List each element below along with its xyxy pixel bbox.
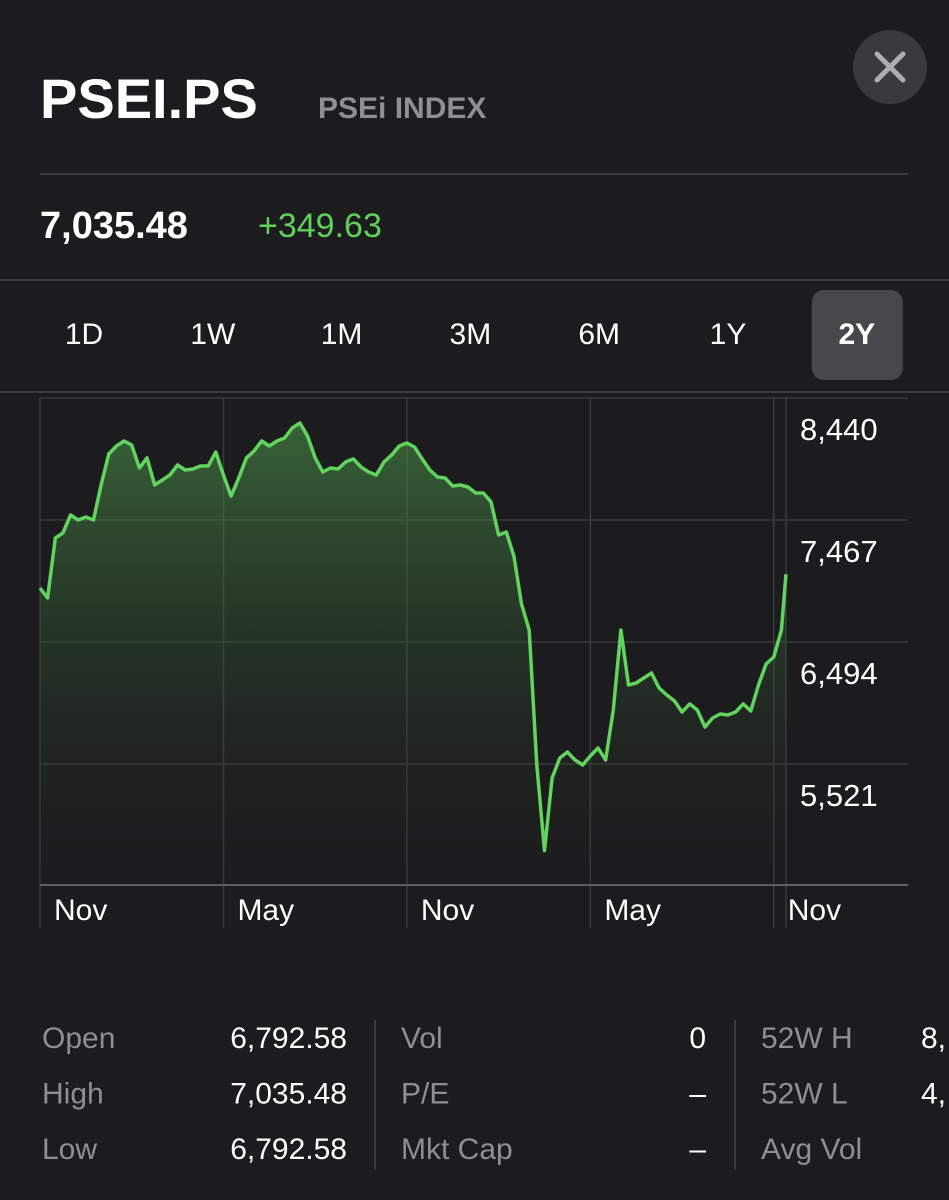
range-tab[interactable]: 1Y bbox=[710, 318, 747, 351]
stat-label: Low bbox=[42, 1133, 97, 1166]
y-tick-label: 5,521 bbox=[800, 778, 878, 813]
range-tabs: 1D 1W 1M 3M 6M 1Y 2Y bbox=[65, 290, 903, 380]
area-fill bbox=[40, 423, 786, 885]
stat-value: – bbox=[689, 1077, 706, 1110]
range-tab[interactable]: 6M bbox=[578, 318, 620, 351]
x-tick-label: Nov bbox=[788, 894, 841, 927]
stat-value: – bbox=[689, 1133, 706, 1166]
price-line bbox=[38, 421, 788, 853]
range-tab[interactable]: 1W bbox=[190, 318, 236, 351]
stat-label: Vol bbox=[401, 1022, 443, 1055]
stat-label: 52W H bbox=[761, 1022, 853, 1055]
range-tab[interactable]: 3M bbox=[450, 318, 492, 351]
stat-label: P/E bbox=[401, 1077, 449, 1110]
symbol: PSEI.PS bbox=[40, 67, 258, 130]
stat-label: Open bbox=[42, 1022, 115, 1055]
stat-label: Mkt Cap bbox=[401, 1133, 513, 1166]
index-name: PSEi INDEX bbox=[318, 92, 486, 125]
x-tick-label: May bbox=[237, 894, 294, 927]
change: +349.63 bbox=[258, 207, 382, 245]
range-tab[interactable]: 1D bbox=[65, 318, 103, 351]
y-tick-label: 6,494 bbox=[800, 656, 878, 691]
stat-value: 4, bbox=[921, 1077, 946, 1110]
stat-label: High bbox=[42, 1077, 104, 1110]
selected-tab-bg[interactable] bbox=[811, 290, 903, 380]
stat-value: 8, bbox=[921, 1022, 946, 1055]
range-tab[interactable]: 2Y bbox=[838, 318, 875, 351]
range-tab[interactable]: 1M bbox=[321, 318, 363, 351]
x-tick-label: May bbox=[604, 894, 661, 927]
stats: Open 6,792.58 High 7,035.48 Low 6,792.58 Vol 0 P… bbox=[42, 1020, 946, 1170]
stat-value: 6,792.58 bbox=[230, 1133, 347, 1166]
y-tick-label: 8,440 bbox=[800, 412, 878, 447]
stat-label: 52W L bbox=[761, 1077, 848, 1110]
price: 7,035.48 bbox=[40, 205, 188, 247]
x-tick-label: Nov bbox=[54, 894, 107, 927]
y-tick-label: 7,467 bbox=[800, 534, 878, 569]
chart: 8,440 7,467 6,494 5,521 Nov May Nov May Nov bbox=[38, 397, 908, 928]
close-button[interactable] bbox=[853, 30, 927, 104]
x-tick-label: Nov bbox=[421, 894, 474, 927]
stat-label: Avg Vol bbox=[761, 1133, 862, 1166]
stat-value: 7,035.48 bbox=[230, 1077, 347, 1110]
close-icon[interactable] bbox=[874, 51, 906, 83]
stat-value: 6,792.58 bbox=[230, 1022, 347, 1055]
stat-value: 0 bbox=[689, 1022, 706, 1055]
